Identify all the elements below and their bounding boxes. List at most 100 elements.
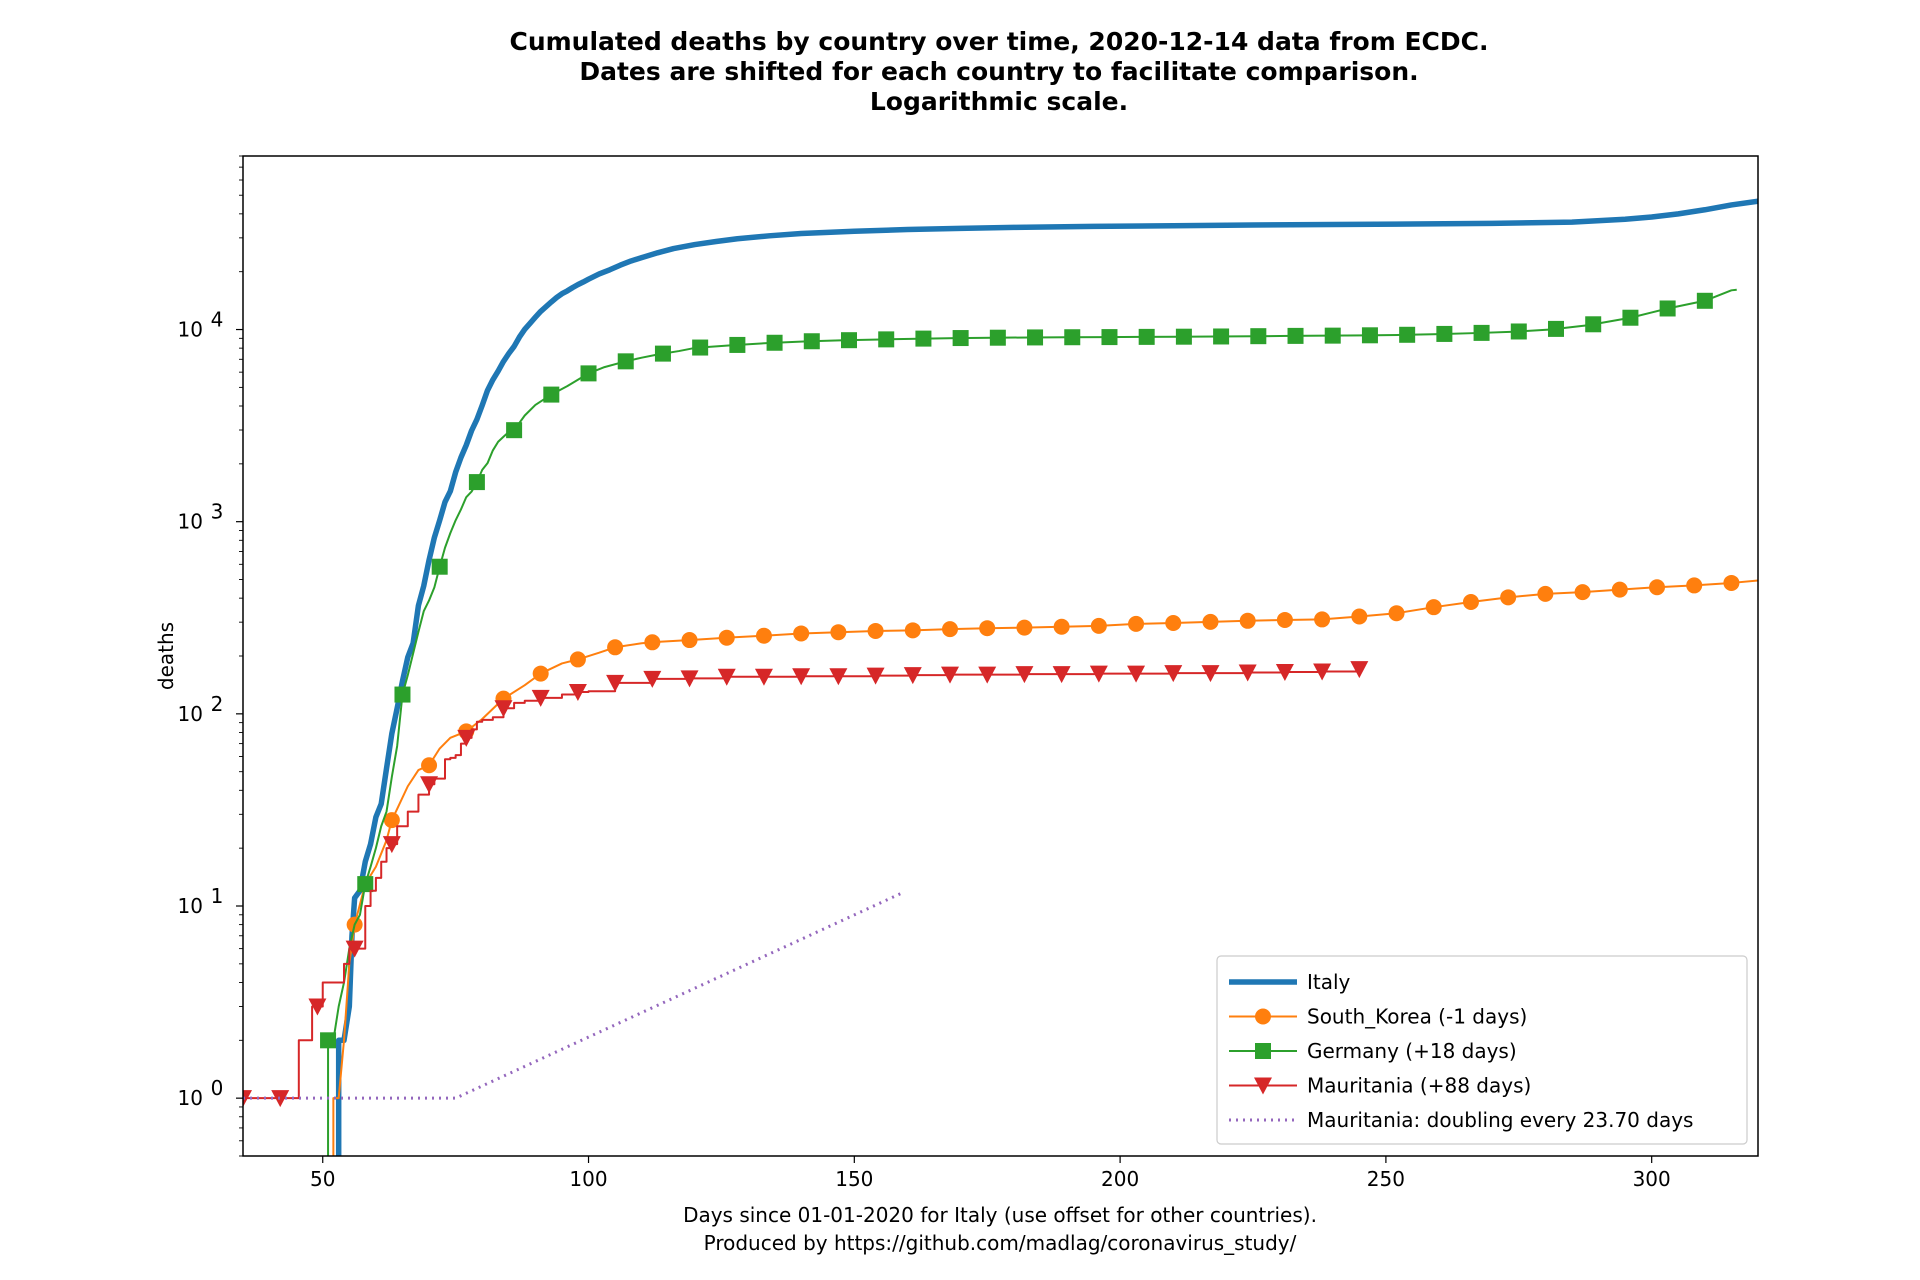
data-point (1500, 589, 1517, 606)
data-point (1622, 309, 1639, 326)
data-point (394, 686, 411, 703)
legend-label: Mauritania: doubling every 23.70 days (1307, 1108, 1693, 1132)
data-point (357, 876, 374, 893)
data-point (1574, 584, 1591, 601)
data-point (383, 812, 400, 829)
y-axis: 10 0 10 1 10 2 10 3 10 4 (178, 155, 243, 1157)
x-tick-label: 100 (569, 1167, 607, 1191)
data-point (1537, 585, 1554, 602)
data-point (841, 332, 857, 349)
data-point (606, 674, 625, 692)
data-point (717, 668, 736, 686)
data-point (421, 757, 438, 774)
legend-label: Mauritania (+88 days) (1307, 1074, 1531, 1098)
data-point (978, 666, 997, 684)
data-point (1101, 329, 1118, 346)
data-point (1016, 619, 1033, 636)
data-point (1313, 663, 1332, 681)
data-point (1585, 316, 1602, 333)
data-point (718, 629, 735, 646)
data-point (580, 365, 597, 382)
series-line (243, 891, 903, 1100)
data-point (1175, 328, 1192, 345)
data-point (308, 998, 327, 1016)
data-point (382, 836, 401, 854)
data-point (904, 622, 921, 639)
legend-box (1216, 955, 1748, 1145)
legend-label: Italy (1307, 970, 1351, 994)
data-point (243, 1090, 252, 1108)
data-point (1138, 328, 1155, 345)
data-point (829, 668, 848, 686)
legend-marker (1255, 1043, 1271, 1059)
data-point (952, 330, 969, 347)
data-point (755, 627, 772, 644)
data-point (543, 386, 560, 403)
y-tick-exponent: 1 (211, 884, 224, 908)
data-point (1659, 300, 1676, 317)
data-point (942, 621, 958, 638)
y-tick-label: 10 (178, 702, 203, 726)
data-point (420, 776, 439, 794)
data-point (654, 345, 671, 362)
data-point (494, 700, 513, 718)
data-point (1425, 599, 1442, 616)
x-axis: 50 100 150 200 250 300 (310, 1156, 1671, 1191)
x-tick-label: 250 (1367, 1167, 1405, 1191)
data-point (1276, 611, 1293, 628)
x-axis-label-2: Produced by https://github.com/madlag/co… (704, 1231, 1297, 1255)
data-point (506, 422, 523, 439)
y-axis-label: deaths (154, 622, 178, 690)
data-point (1649, 579, 1665, 596)
data-point (1027, 329, 1044, 346)
data-point (681, 632, 698, 649)
chart-title: Cumulated deaths by country over time, 2… (509, 27, 1488, 56)
data-point (979, 620, 996, 637)
data-point (1202, 613, 1219, 630)
data-point (866, 667, 885, 685)
data-point (1165, 615, 1182, 632)
data-point (878, 331, 895, 348)
data-point (915, 330, 932, 347)
chart-subtitle-2: Logarithmic scale. (870, 87, 1128, 116)
legend: Italy South_Korea (-1 days) Germany (+18 d… (1216, 955, 1748, 1145)
data-point (569, 651, 586, 668)
data-point (531, 689, 550, 707)
x-axis-label: Days since 01-01-2020 for Italy (use off… (683, 1203, 1317, 1227)
data-point (830, 624, 847, 641)
y-tick-label: 10 (178, 510, 203, 534)
x-tick-label: 150 (835, 1167, 873, 1191)
data-point (1473, 324, 1490, 341)
x-tick-label: 50 (310, 1167, 335, 1191)
data-point (803, 333, 820, 350)
data-point (1015, 666, 1034, 684)
data-point (1351, 608, 1368, 625)
legend-label: Germany (+18 days) (1307, 1039, 1517, 1063)
data-point (1350, 661, 1369, 679)
data-point (766, 334, 783, 351)
data-point (1361, 327, 1378, 344)
data-point (680, 670, 699, 688)
data-point (643, 670, 662, 688)
data-point (1548, 320, 1564, 337)
data-point (1128, 615, 1145, 632)
data-point (1089, 665, 1108, 683)
data-point (792, 668, 811, 686)
data-point (617, 353, 634, 370)
data-point (431, 558, 448, 575)
data-point (1462, 593, 1479, 610)
data-point (793, 625, 810, 642)
legend-label: South_Korea (-1 days) (1307, 1005, 1527, 1029)
data-point (1611, 581, 1628, 598)
y-tick-label: 10 (178, 894, 203, 918)
data-point (1213, 328, 1230, 345)
data-point (867, 622, 884, 639)
y-tick-exponent: 4 (211, 308, 224, 332)
x-tick-label: 200 (1101, 1167, 1139, 1191)
series-line (243, 669, 1361, 1100)
data-point (1314, 611, 1331, 628)
data-point (1686, 577, 1703, 594)
y-tick-label: 10 (178, 318, 203, 342)
data-point (1696, 292, 1713, 309)
